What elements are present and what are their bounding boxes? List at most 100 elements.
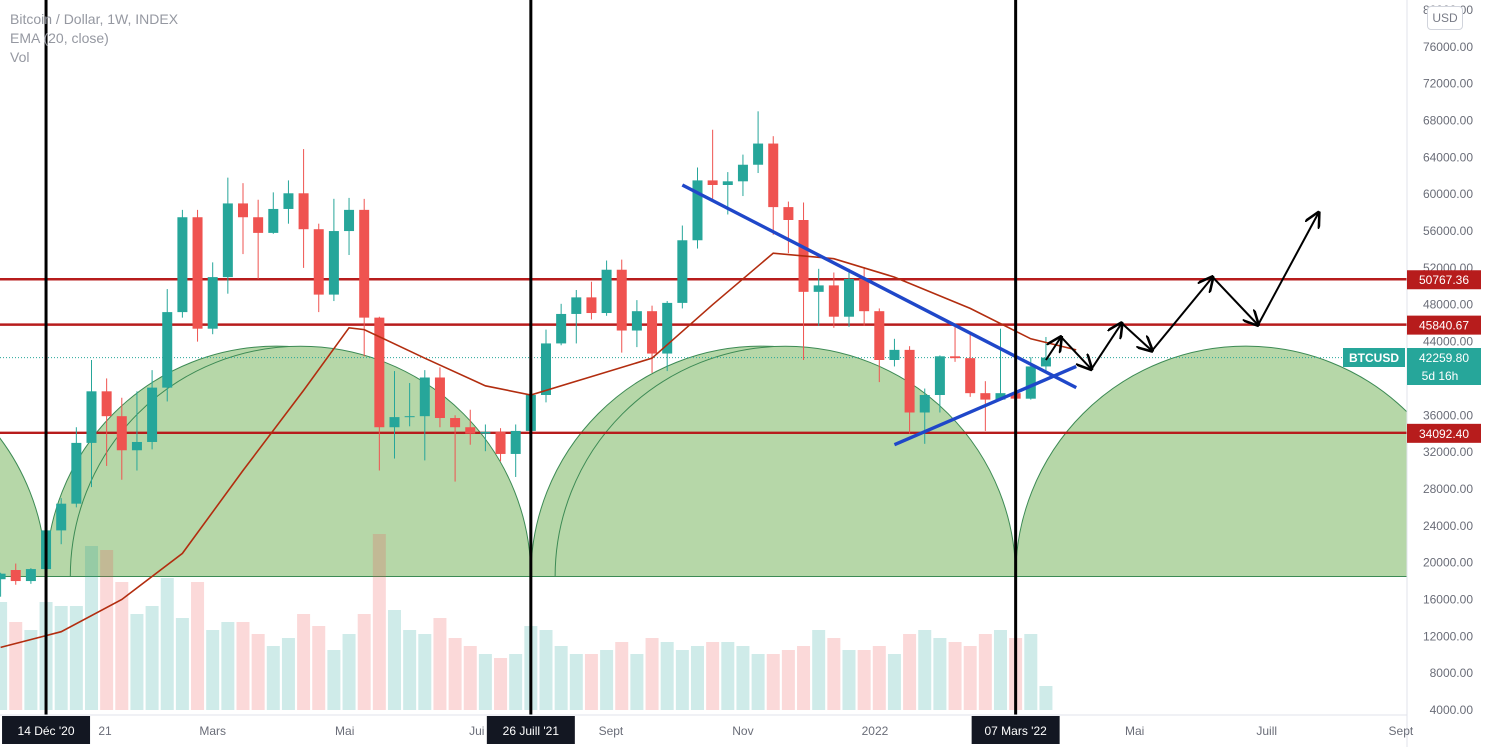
projection-arrow [1090, 323, 1121, 370]
candle-body [510, 430, 521, 454]
candle-body [722, 181, 733, 185]
candle-body [359, 209, 370, 318]
volume-bar [736, 646, 750, 710]
legend-volume[interactable]: Vol [10, 49, 30, 65]
price-tick-label: 24000.00 [1423, 519, 1473, 533]
volume-bar [857, 650, 871, 710]
volume-bar [1024, 634, 1038, 710]
candle-body [480, 431, 491, 434]
volume-bar [372, 534, 386, 710]
candle-body [192, 217, 203, 329]
projection-arrows[interactable] [1045, 213, 1319, 370]
projection-arrow [1045, 337, 1061, 361]
volume-bar [539, 630, 553, 710]
volume-bar [9, 622, 23, 710]
candle-body [162, 312, 173, 388]
volume-bar [463, 646, 477, 710]
volume-bar [84, 546, 98, 710]
volume-bar [630, 654, 644, 710]
price-tick-label: 36000.00 [1423, 408, 1473, 422]
date-marker-label: 14 Déc '20 [18, 724, 75, 738]
candlesticks [0, 111, 1051, 597]
volume-bars [0, 534, 1053, 710]
price-tick-label: 72000.00 [1423, 77, 1473, 91]
time-tick-label: Mai [1125, 724, 1144, 738]
badge-price: 42259.80 [1419, 351, 1469, 365]
level-label: 45840.67 [1419, 319, 1469, 333]
volume-bar [600, 650, 614, 710]
candle-body [222, 203, 233, 278]
candle-body [965, 358, 976, 394]
candle-body [692, 180, 703, 241]
projection-arrow [1151, 277, 1213, 352]
legend-ema[interactable]: EMA (20, close) [10, 30, 109, 46]
volume-bar [54, 606, 68, 710]
price-tick-label: 28000.00 [1423, 482, 1473, 496]
volume-bar [963, 646, 977, 710]
legend-symbol[interactable]: Bitcoin / Dollar, 1W, INDEX [10, 11, 179, 27]
candle-body [586, 297, 597, 314]
candle-body [25, 569, 36, 582]
volume-bar [872, 646, 886, 710]
volume-bar [1039, 686, 1053, 710]
badge-countdown: 5d 16h [1422, 369, 1459, 383]
price-tick-label: 56000.00 [1423, 224, 1473, 238]
volume-bar [387, 610, 401, 710]
candle-body [465, 427, 476, 434]
time-axis[interactable]: 21 Mars Mai Jui Sept Nov 2022 Mai Juill Sept [0, 714, 1414, 738]
price-tick-label: 4000.00 [1430, 703, 1474, 717]
volume-bar [478, 654, 492, 710]
half-circle-2 [69, 345, 532, 577]
candle-body [298, 193, 309, 230]
volume-bar [781, 650, 795, 710]
time-tick-label: Mai [335, 724, 354, 738]
candle-body [980, 393, 991, 400]
time-tick-label: Sept [1389, 724, 1414, 738]
volume-bar [312, 626, 326, 710]
volume-bar [569, 654, 583, 710]
candle-body [828, 285, 839, 317]
badge-symbol: BTCUSD [1349, 351, 1399, 365]
volume-bar [160, 578, 174, 710]
candle-body [919, 395, 930, 413]
projection-arrow [1211, 276, 1258, 325]
candle-body [540, 343, 551, 395]
trend-lines[interactable] [681, 183, 1078, 447]
volume-bar [175, 618, 189, 710]
volume-bar [251, 634, 265, 710]
currency-button[interactable]: USD [1427, 6, 1463, 30]
volume-bar [766, 654, 780, 710]
date-marker-labels: 14 Déc '20 26 Juill '21 07 Mars '22 [2, 716, 1060, 744]
candle-body [207, 277, 218, 329]
volume-bar [706, 642, 720, 710]
volume-bar [721, 642, 735, 710]
candle-body [707, 180, 718, 185]
volume-bar [660, 642, 674, 710]
volume-bar [615, 642, 629, 710]
volume-bar [993, 630, 1007, 710]
candle-body [950, 356, 961, 359]
candle-body [904, 349, 915, 413]
candle-body [344, 209, 355, 232]
volume-bar [206, 630, 220, 710]
volume-bar [191, 582, 205, 710]
candle-body [889, 349, 900, 360]
volume-bar [266, 646, 280, 710]
date-marker-label-bg [2, 716, 91, 744]
trend-line-support [893, 364, 1077, 447]
candle-body [753, 143, 764, 165]
candle-body [237, 203, 248, 218]
time-tick-label: 21 [98, 724, 112, 738]
date-marker-lines[interactable] [44, 0, 1018, 715]
volume-bar [221, 622, 235, 710]
volume-bar [675, 650, 689, 710]
candle-body [131, 441, 142, 451]
date-marker-label-bg [971, 716, 1060, 744]
volume-bar [494, 658, 508, 710]
time-tick-label: Mars [199, 724, 226, 738]
candle-body [813, 285, 824, 292]
volume-bar [433, 618, 447, 710]
candle-body [419, 377, 430, 417]
volume-bar [100, 550, 114, 710]
